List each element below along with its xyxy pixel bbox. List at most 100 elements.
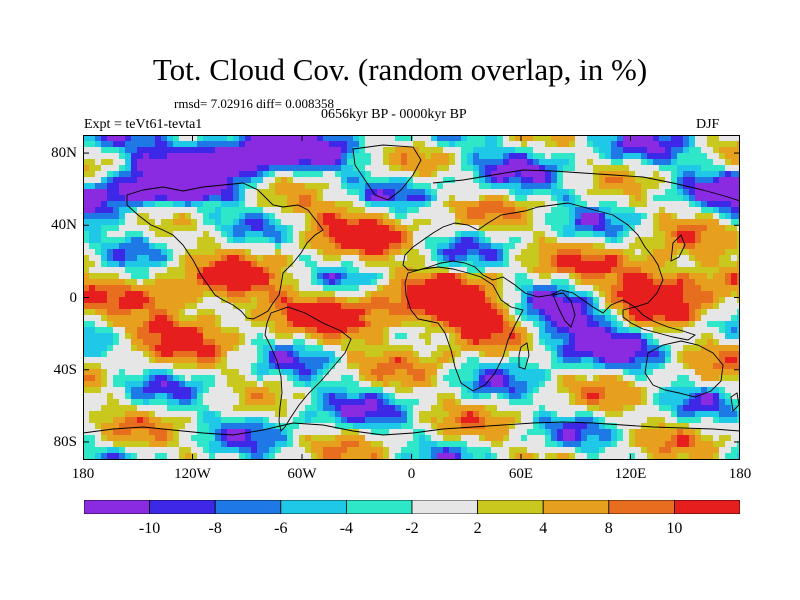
field-cell [479, 225, 486, 232]
field-cell [317, 195, 324, 202]
field-cell [89, 177, 96, 184]
field-cell [257, 255, 264, 262]
field-cell [545, 339, 552, 346]
field-cell [635, 201, 642, 208]
field-cell [233, 375, 240, 382]
field-cell [413, 147, 420, 154]
field-cell [515, 159, 522, 166]
field-cell [275, 279, 282, 286]
field-cell [563, 255, 570, 262]
field-cell [695, 261, 702, 268]
field-cell [557, 369, 564, 376]
field-cell [581, 393, 588, 400]
field-cell [635, 363, 642, 370]
field-cell [509, 243, 516, 250]
field-cell [683, 189, 690, 196]
field-cell [737, 207, 740, 214]
field-cell [611, 237, 618, 244]
field-cell [161, 405, 168, 412]
field-cell [581, 369, 588, 376]
field-cell [371, 141, 378, 148]
field-cell [281, 357, 288, 364]
field-cell [269, 147, 276, 154]
field-cell [233, 225, 240, 232]
field-cell [245, 159, 252, 166]
field-cell [155, 285, 162, 292]
field-cell [377, 207, 384, 214]
field-cell [305, 291, 312, 298]
field-cell [113, 291, 120, 298]
field-cell [605, 375, 612, 382]
field-cell [467, 285, 474, 292]
field-cell [527, 327, 534, 334]
field-cell [323, 405, 330, 412]
field-cell [563, 243, 570, 250]
field-cell [461, 201, 468, 208]
field-cell [329, 213, 336, 220]
field-cell [725, 249, 732, 256]
field-cell [725, 345, 732, 352]
field-cell [293, 309, 300, 316]
field-cell [125, 231, 132, 238]
field-cell [587, 315, 594, 322]
field-cell [95, 303, 102, 310]
field-cell [329, 405, 336, 412]
field-cell [299, 321, 306, 328]
field-cell [389, 345, 396, 352]
field-cell [329, 285, 336, 292]
field-cell [665, 309, 672, 316]
field-cell [203, 357, 210, 364]
field-cell [539, 147, 546, 154]
field-cell [707, 321, 714, 328]
field-cell [521, 261, 528, 268]
field-cell [629, 297, 636, 304]
field-cell [365, 279, 372, 286]
field-cell [287, 327, 294, 334]
field-cell [689, 237, 696, 244]
field-cell [137, 255, 144, 262]
field-cell [593, 339, 600, 346]
field-cell [125, 267, 132, 274]
field-cell [83, 399, 90, 406]
field-cell [359, 213, 366, 220]
field-cell [587, 255, 594, 262]
field-cell [641, 237, 648, 244]
field-cell [581, 177, 588, 184]
field-cell [263, 165, 270, 172]
field-cell [359, 195, 366, 202]
field-cell [563, 279, 570, 286]
field-cell [335, 231, 342, 238]
field-cell [119, 213, 126, 220]
field-cell [683, 321, 690, 328]
field-cell [131, 327, 138, 334]
field-cell [203, 225, 210, 232]
field-cell [443, 387, 450, 394]
field-cell [275, 273, 282, 280]
field-cell [617, 201, 624, 208]
field-cell [287, 159, 294, 166]
field-cell [719, 135, 726, 142]
field-cell [635, 159, 642, 166]
field-cell [173, 249, 180, 256]
field-cell [479, 171, 486, 178]
field-cell [263, 291, 270, 298]
field-cell [389, 375, 396, 382]
field-cell [407, 363, 414, 370]
field-cell [191, 339, 198, 346]
field-cell [101, 393, 108, 400]
field-cell [419, 153, 426, 160]
field-cell [635, 135, 642, 142]
field-cell [275, 315, 282, 322]
field-cell [695, 285, 702, 292]
field-cell [491, 213, 498, 220]
field-cell [89, 213, 96, 220]
field-cell [161, 195, 168, 202]
field-cell [305, 255, 312, 262]
field-cell [593, 285, 600, 292]
field-cell [341, 159, 348, 166]
field-cell [569, 177, 576, 184]
field-cell [527, 339, 534, 346]
field-cell [89, 369, 96, 376]
field-cell [647, 219, 654, 226]
field-cell [695, 207, 702, 214]
